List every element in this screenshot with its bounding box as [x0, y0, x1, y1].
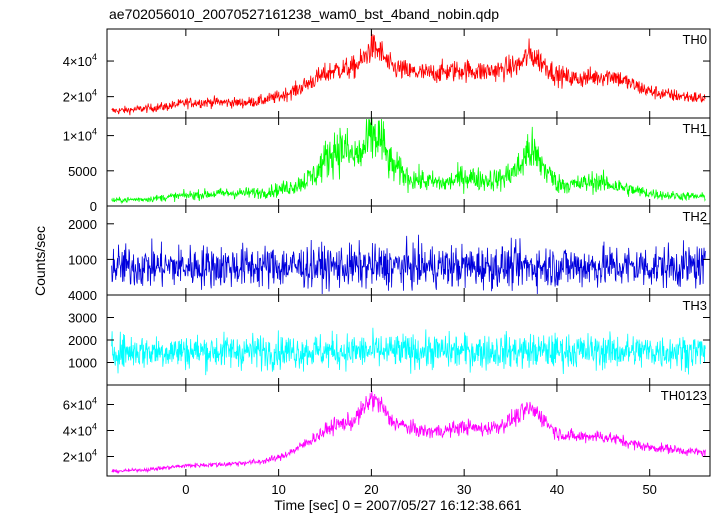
panel-th2: TH2 1000 2000 [68, 205, 711, 296]
y-tick-label: 1000 [68, 356, 97, 371]
x-tick-label: 10 [271, 482, 285, 497]
panels-layer: TH02×1044×104TH1050001×104TH210002000TH3… [63, 28, 711, 497]
x-tick-label: 30 [457, 482, 471, 497]
panel-label: TH1 [682, 121, 707, 136]
x-axis-label: Time [sec] 0 = 2007/05/27 16:12:38.661 [274, 497, 522, 513]
x-tick-label: 50 [642, 482, 656, 497]
series-th0-line [111, 30, 706, 116]
series-th3-line [111, 327, 706, 376]
y-tick-label: 2000 [68, 333, 97, 348]
x-tick-label: 20 [364, 482, 378, 497]
panel-th0123: TH0123 2×104 4×104 6×104 [63, 384, 711, 477]
y-tick-label: 6×104 [63, 396, 97, 413]
chart-title: ae702056010_20070527161238_wam0_bst_4ban… [109, 6, 499, 22]
x-axis: 0 10 20 30 40 50 [182, 482, 657, 497]
y-tick-label: 1000 [68, 252, 97, 267]
series-th0123-line [111, 390, 706, 475]
y-tick-label: 4×104 [63, 422, 97, 439]
panel-label: TH0 [682, 32, 707, 47]
series-th1-line [111, 118, 706, 205]
y-axis-label: Counts/sec [32, 226, 48, 296]
y-tick-label: 3000 [68, 311, 97, 326]
panel-th3: TH3 1000 2000 3000 4000 [68, 288, 711, 386]
panel-label: TH3 [682, 298, 707, 313]
y-tick-label: 5000 [68, 164, 97, 179]
panel-label: TH0123 [661, 388, 707, 403]
panel-label: TH2 [682, 209, 707, 224]
x-tick-label: 0 [182, 482, 189, 497]
y-tick-label: 2×104 [63, 448, 97, 465]
y-tick-label: 2000 [68, 217, 97, 232]
x-tick-label: 40 [550, 482, 564, 497]
series-th2-line [111, 234, 706, 295]
y-tick-label: 4×104 [63, 52, 97, 69]
y-tick-label: 0 [90, 199, 97, 214]
y-tick-label: 4000 [68, 288, 97, 303]
y-tick-label: 2×104 [63, 88, 97, 105]
panel-th1: TH1 0 5000 1×104 [63, 117, 711, 214]
y-tick-label: 1×104 [63, 127, 97, 144]
